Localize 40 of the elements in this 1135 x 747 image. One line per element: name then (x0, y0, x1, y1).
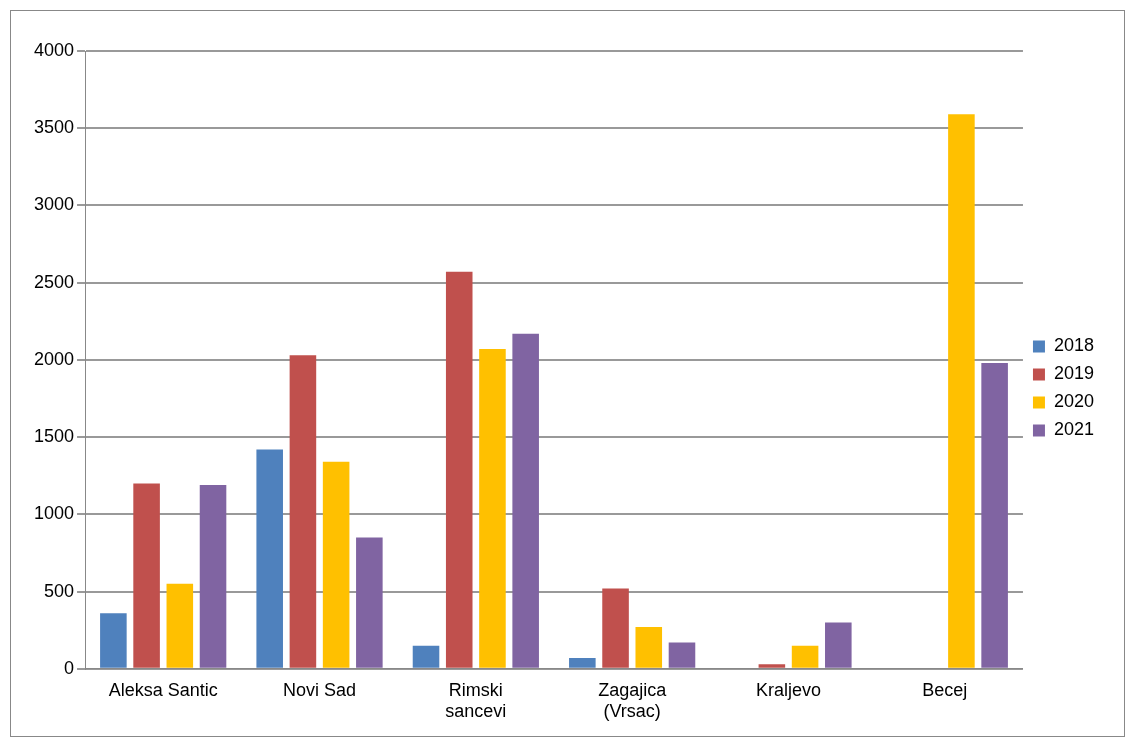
bar (758, 664, 786, 668)
legend-label: 2020 (1053, 391, 1094, 412)
y-tick-label: 1000 (34, 503, 75, 524)
legend-label: 2021 (1053, 419, 1094, 440)
legend-label: 2019 (1053, 363, 1094, 384)
bar (412, 645, 440, 668)
bar (512, 333, 539, 668)
bar (948, 114, 975, 668)
bar (100, 613, 127, 668)
legend-label: 2018 (1053, 335, 1094, 356)
bar (791, 645, 819, 668)
bar (569, 657, 596, 668)
x-tick-label: Rimski sancevi (445, 679, 507, 722)
bar (981, 362, 1008, 668)
x-tick-label: Kraljevo (755, 679, 821, 700)
y-tick-label: 0 (64, 657, 75, 678)
bar (199, 485, 227, 668)
x-tick-label: Becej (922, 679, 968, 700)
bar (635, 627, 663, 668)
bar (356, 537, 383, 668)
y-tick-label: 2000 (34, 348, 75, 369)
bar (668, 642, 696, 668)
bar (166, 583, 194, 668)
y-tick-label: 1500 (34, 426, 75, 447)
bar (479, 349, 506, 668)
y-tick-label: 500 (44, 580, 75, 601)
bar (289, 355, 317, 668)
bar (322, 461, 350, 668)
x-tick-label: Aleksa Santic (108, 679, 218, 700)
bar (445, 271, 473, 668)
bar (133, 483, 160, 668)
y-tick-label: 4000 (34, 39, 75, 60)
x-tick-label: Novi Sad (283, 679, 357, 700)
y-tick-label: 3500 (34, 117, 75, 138)
bar (825, 622, 852, 668)
bar (256, 449, 283, 668)
x-tick-label: Zagajica (Vrsac) (598, 679, 668, 722)
y-tick-label: 2500 (34, 271, 75, 292)
bar (602, 588, 629, 668)
y-tick-label: 3000 (34, 194, 75, 215)
